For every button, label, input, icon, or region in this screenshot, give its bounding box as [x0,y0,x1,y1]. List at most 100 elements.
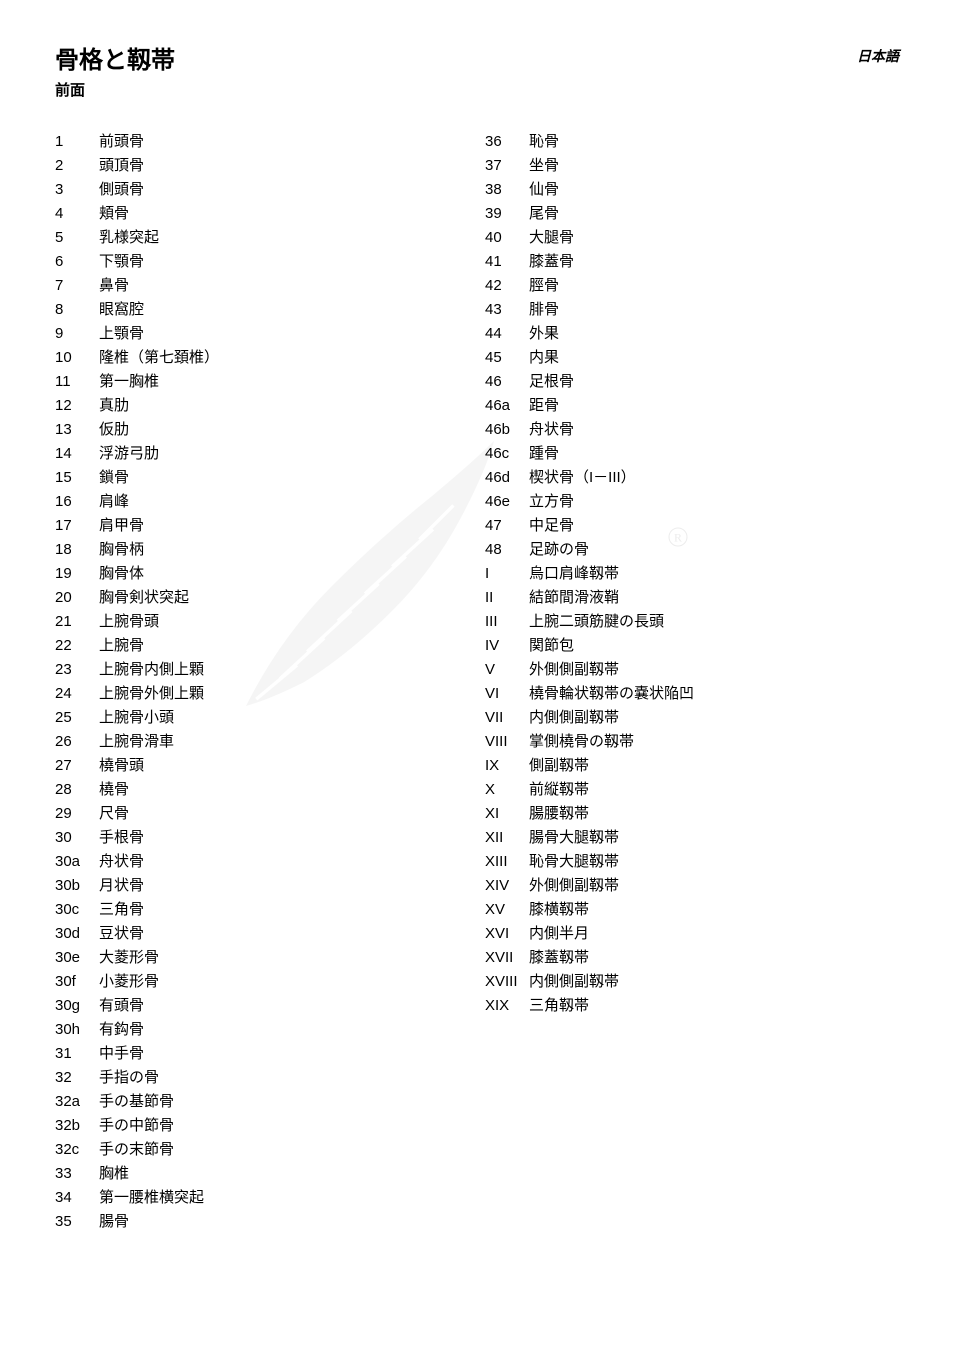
list-item: 46b舟状骨 [485,418,895,442]
list-item: XII腸骨大腿靱帯 [485,826,895,850]
list-item: 30e大菱形骨 [55,946,485,970]
list-item: 18胸骨柄 [55,538,485,562]
item-label: 真肋 [99,394,485,418]
item-number: 44 [485,322,529,346]
item-label: 膝横靱帯 [529,898,895,922]
list-item: 9上顎骨 [55,322,485,346]
item-label: 小菱形骨 [99,970,485,994]
item-label: 尾骨 [529,202,895,226]
list-item: 40大腿骨 [485,226,895,250]
item-label: 有頭骨 [99,994,485,1018]
item-number: V [485,658,529,682]
item-label: 月状骨 [99,874,485,898]
item-number: 30e [55,946,99,970]
item-label: 坐骨 [529,154,895,178]
item-number: XVI [485,922,529,946]
list-item: 21上腕骨頭 [55,610,485,634]
list-item: IX側副靱帯 [485,754,895,778]
item-label: 手指の骨 [99,1066,485,1090]
list-item: 3側頭骨 [55,178,485,202]
item-label: 頭頂骨 [99,154,485,178]
item-label: 上腕骨滑車 [99,730,485,754]
list-item: 32a手の基節骨 [55,1090,485,1114]
list-item: 32手指の骨 [55,1066,485,1090]
item-label: 外側側副靱帯 [529,658,895,682]
item-label: 胸椎 [99,1162,485,1186]
item-label: 足根骨 [529,370,895,394]
item-number: 8 [55,298,99,322]
item-label: 鎖骨 [99,466,485,490]
list-item: 45内果 [485,346,895,370]
item-label: 膝蓋骨 [529,250,895,274]
list-item: 30a舟状骨 [55,850,485,874]
item-number: 13 [55,418,99,442]
list-item: 30d豆状骨 [55,922,485,946]
item-number: 16 [55,490,99,514]
list-item: 29尺骨 [55,802,485,826]
item-number: 14 [55,442,99,466]
list-item: 20胸骨剣状突起 [55,586,485,610]
item-label: 胸骨柄 [99,538,485,562]
list-item: 13仮肋 [55,418,485,442]
content-columns: 1前頭骨2頭頂骨3側頭骨4頬骨5乳様突起6下顎骨7鼻骨8眼窩腔9上顎骨10隆椎（… [55,130,899,1234]
item-label: 浮游弓肋 [99,442,485,466]
item-number: 43 [485,298,529,322]
item-label: 腸腰靱帯 [529,802,895,826]
list-item: 30h有鈎骨 [55,1018,485,1042]
item-number: 38 [485,178,529,202]
item-number: 46d [485,466,529,490]
list-item: 46足根骨 [485,370,895,394]
item-label: 乳様突起 [99,226,485,250]
list-item: 46a距骨 [485,394,895,418]
list-item: 12真肋 [55,394,485,418]
list-item: 46d楔状骨（I－III） [485,466,895,490]
item-label: 大腿骨 [529,226,895,250]
item-label: 内側側副靱帯 [529,970,895,994]
item-label: 中手骨 [99,1042,485,1066]
list-item: XIII恥骨大腿靱帯 [485,850,895,874]
item-label: 手の中節骨 [99,1114,485,1138]
list-item: 46e立方骨 [485,490,895,514]
item-number: IV [485,634,529,658]
item-label: 三角靱帯 [529,994,895,1018]
list-item: XI腸腰靱帯 [485,802,895,826]
list-item: VIII掌側橈骨の靱帯 [485,730,895,754]
list-item: 46c踵骨 [485,442,895,466]
list-item: 15鎖骨 [55,466,485,490]
left-column: 1前頭骨2頭頂骨3側頭骨4頬骨5乳様突起6下顎骨7鼻骨8眼窩腔9上顎骨10隆椎（… [55,130,485,1234]
item-label: 前縦靱帯 [529,778,895,802]
item-number: 40 [485,226,529,250]
list-item: 25上腕骨小頭 [55,706,485,730]
item-label: 上腕骨内側上顆 [99,658,485,682]
item-number: 32 [55,1066,99,1090]
item-number: 30h [55,1018,99,1042]
item-number: 30a [55,850,99,874]
list-item: XV膝横靱帯 [485,898,895,922]
item-number: XIX [485,994,529,1018]
item-label: 内果 [529,346,895,370]
item-label: 眼窩腔 [99,298,485,322]
list-item: 33胸椎 [55,1162,485,1186]
item-number: 3 [55,178,99,202]
item-label: 腸骨大腿靱帯 [529,826,895,850]
item-number: 30g [55,994,99,1018]
item-number: 30 [55,826,99,850]
item-number: 30d [55,922,99,946]
item-label: 恥骨 [529,130,895,154]
list-item: 37坐骨 [485,154,895,178]
item-label: 第一胸椎 [99,370,485,394]
item-number: 26 [55,730,99,754]
item-label: 烏口肩峰靱帯 [529,562,895,586]
item-number: XII [485,826,529,850]
item-label: 第一腰椎横突起 [99,1186,485,1210]
item-label: 楔状骨（I－III） [529,466,895,490]
item-number: 28 [55,778,99,802]
list-item: II結節間滑液鞘 [485,586,895,610]
item-number: 4 [55,202,99,226]
item-number: XV [485,898,529,922]
list-item: XIX三角靱帯 [485,994,895,1018]
page-header: 骨格と靱帯 日本語 [55,40,899,75]
item-number: 46 [485,370,529,394]
item-number: 45 [485,346,529,370]
item-number: XIII [485,850,529,874]
